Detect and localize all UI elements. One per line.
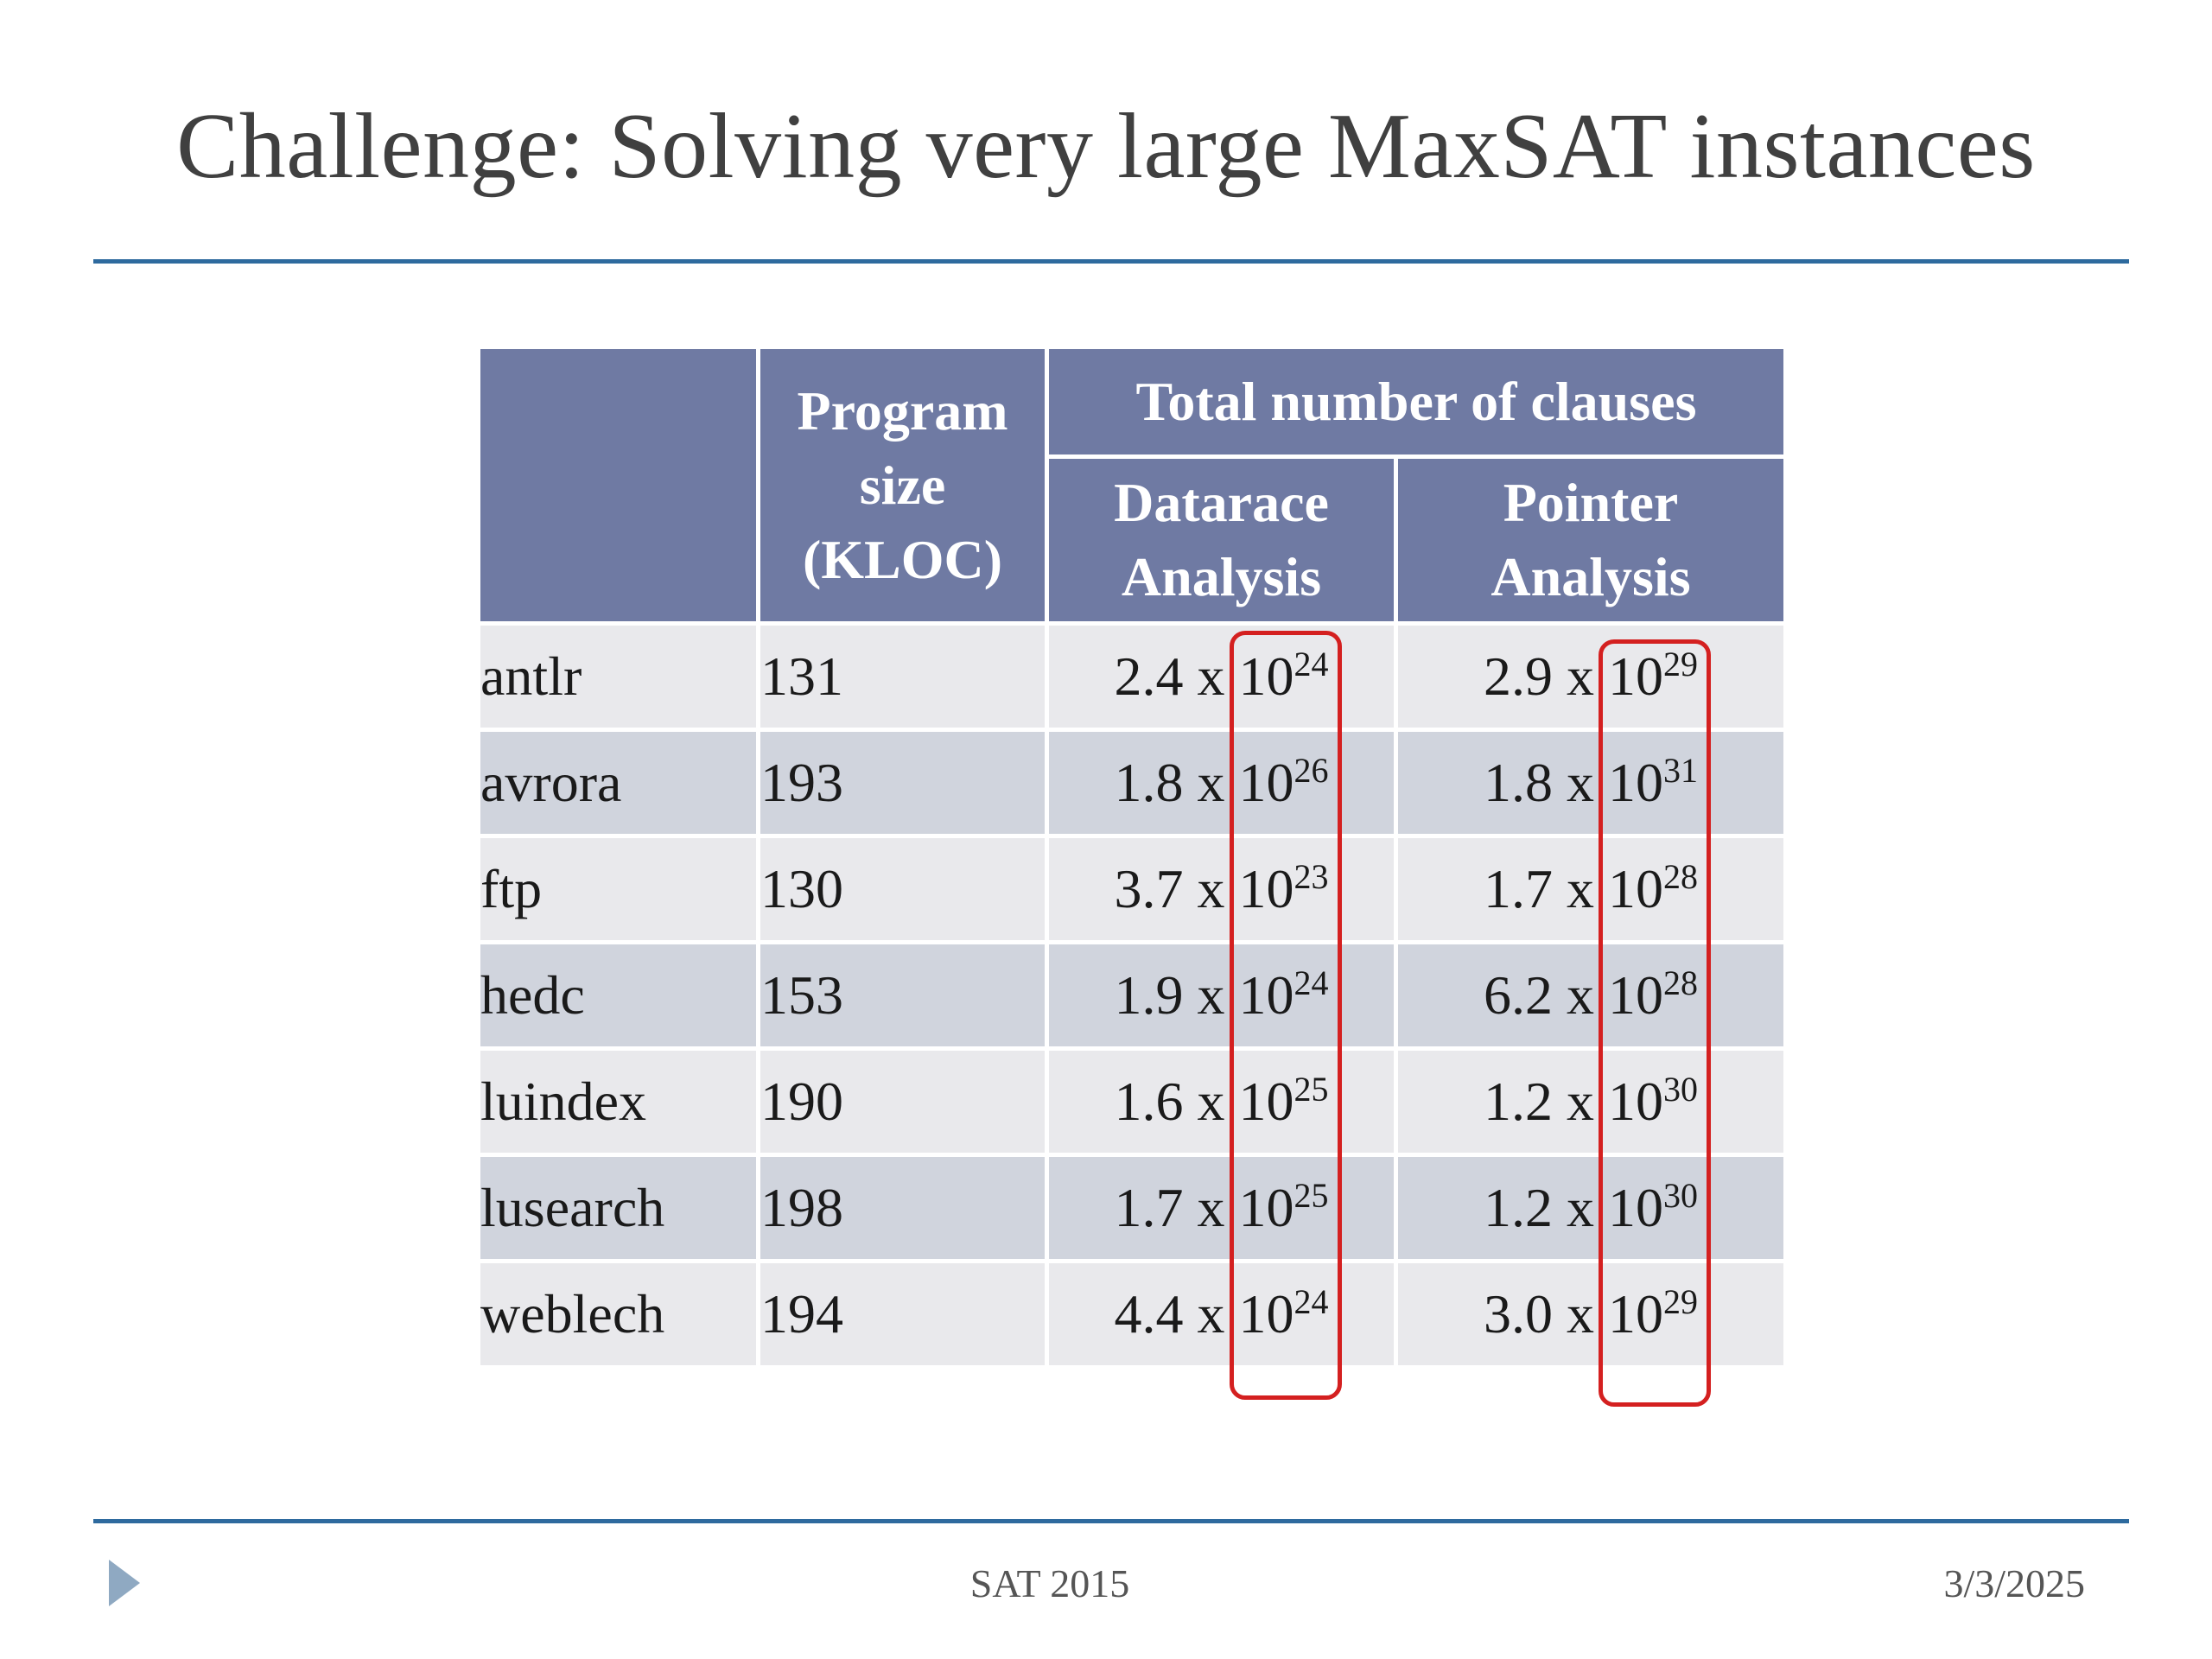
pointer-cell: 3.0 x 1029 bbox=[1394, 1259, 1788, 1370]
title-divider bbox=[93, 259, 2129, 264]
footer-date: 3/3/2025 bbox=[1943, 1561, 2085, 1605]
datarace-cell: 1.8 x 1026 bbox=[1045, 728, 1398, 838]
table-row: avrora 193 1.8 x 1026 1.8 x 1031 bbox=[476, 728, 1788, 838]
header-program-size: Program size (KLOC) bbox=[756, 345, 1049, 626]
pointer-cell: 1.8 x 1031 bbox=[1394, 728, 1788, 838]
header-row-1: Program size (KLOC) Total number of clau… bbox=[476, 345, 1788, 626]
program-name-cell: luindex bbox=[476, 1046, 760, 1157]
table-row: weblech 194 4.4 x 1024 3.0 x 1029 bbox=[476, 1259, 1788, 1370]
header-row-2: Datarace Analysis Pointer Analysis bbox=[479, 454, 1788, 626]
datarace-cell: 3.7 x 1023 bbox=[1045, 834, 1398, 944]
pointer-exponent: 30 bbox=[1663, 1176, 1698, 1215]
datarace-exponent: 26 bbox=[1294, 751, 1329, 790]
pointer-exponent: 29 bbox=[1663, 1282, 1698, 1321]
pointer-mantissa: 3.0 x 10 bbox=[1484, 1283, 1663, 1344]
pointer-cell: 6.2 x 1028 bbox=[1394, 940, 1788, 1051]
kloc-cell: 190 bbox=[756, 1046, 1049, 1157]
footer-conference: SAT 2015 bbox=[969, 1561, 1130, 1605]
pointer-cell: 1.2 x 1030 bbox=[1394, 1046, 1788, 1157]
datarace-mantissa: 1.9 x 10 bbox=[1114, 964, 1294, 1026]
slide-title: Challenge: Solving very large MaxSAT ins… bbox=[176, 95, 2036, 198]
program-name-cell: avrora bbox=[476, 728, 760, 838]
pointer-cell: 1.7 x 1028 bbox=[1394, 834, 1788, 944]
kloc-cell: 153 bbox=[756, 940, 1049, 1051]
header-total-clauses: Total number of clauses bbox=[1045, 345, 1788, 459]
program-name-cell: hedc bbox=[476, 940, 760, 1051]
datarace-mantissa: 1.8 x 10 bbox=[1114, 752, 1294, 813]
kloc-cell: 198 bbox=[756, 1153, 1049, 1263]
pointer-mantissa: 2.9 x 10 bbox=[1484, 645, 1663, 707]
clauses-table: Program size (KLOC) Total number of clau… bbox=[476, 345, 1788, 1370]
header-datarace: Datarace Analysis bbox=[1045, 454, 1398, 626]
program-name-cell: ftp bbox=[476, 834, 760, 944]
datarace-exponent: 24 bbox=[1294, 645, 1329, 683]
datarace-exponent: 24 bbox=[1294, 1282, 1329, 1321]
header-empty-cell bbox=[476, 345, 760, 626]
pointer-mantissa: 1.7 x 10 bbox=[1484, 858, 1663, 919]
datarace-mantissa: 2.4 x 10 bbox=[1114, 645, 1294, 707]
pointer-exponent: 29 bbox=[1663, 645, 1698, 683]
kloc-cell: 193 bbox=[756, 728, 1049, 838]
datarace-cell: 1.7 x 1025 bbox=[1045, 1153, 1398, 1263]
datarace-cell: 1.6 x 1025 bbox=[1045, 1046, 1398, 1157]
table-row: lusearch 198 1.7 x 1025 1.2 x 1030 bbox=[476, 1153, 1788, 1263]
pointer-mantissa: 1.2 x 10 bbox=[1484, 1071, 1663, 1132]
datarace-cell: 4.4 x 1024 bbox=[1045, 1259, 1398, 1370]
header-pointer: Pointer Analysis bbox=[1394, 454, 1788, 626]
pointer-exponent: 30 bbox=[1663, 1070, 1698, 1109]
datarace-cell: 2.4 x 1024 bbox=[1045, 621, 1398, 732]
datarace-exponent: 24 bbox=[1294, 963, 1329, 1002]
pointer-exponent: 28 bbox=[1663, 963, 1698, 1002]
datarace-cell: 1.9 x 1024 bbox=[1045, 940, 1398, 1051]
datarace-mantissa: 4.4 x 10 bbox=[1114, 1283, 1294, 1344]
program-name-cell: lusearch bbox=[476, 1153, 760, 1263]
pointer-mantissa: 1.2 x 10 bbox=[1484, 1177, 1663, 1238]
pointer-exponent: 31 bbox=[1663, 751, 1698, 790]
kloc-cell: 130 bbox=[756, 834, 1049, 944]
footer-divider bbox=[93, 1519, 2129, 1523]
datarace-mantissa: 1.6 x 10 bbox=[1114, 1071, 1294, 1132]
pointer-exponent: 28 bbox=[1663, 857, 1698, 896]
table-row: hedc 153 1.9 x 1024 6.2 x 1028 bbox=[476, 940, 1788, 1051]
pointer-cell: 2.9 x 1029 bbox=[1394, 621, 1788, 732]
datarace-exponent: 25 bbox=[1294, 1070, 1329, 1109]
pointer-mantissa: 1.8 x 10 bbox=[1484, 752, 1663, 813]
play-triangle-icon bbox=[109, 1560, 140, 1606]
datarace-exponent: 25 bbox=[1294, 1176, 1329, 1215]
program-name-cell: antlr bbox=[476, 621, 760, 732]
pointer-mantissa: 6.2 x 10 bbox=[1484, 964, 1663, 1026]
table-row: ftp 130 3.7 x 1023 1.7 x 1028 bbox=[476, 834, 1788, 944]
table-row: antlr 131 2.4 x 1024 2.9 x 1029 bbox=[476, 621, 1788, 732]
datarace-exponent: 23 bbox=[1294, 857, 1329, 896]
pointer-cell: 1.2 x 1030 bbox=[1394, 1153, 1788, 1263]
table-row: luindex 190 1.6 x 1025 1.2 x 1030 bbox=[476, 1046, 1788, 1157]
datarace-mantissa: 3.7 x 10 bbox=[1114, 858, 1294, 919]
kloc-cell: 194 bbox=[756, 1259, 1049, 1370]
datarace-mantissa: 1.7 x 10 bbox=[1114, 1177, 1294, 1238]
program-name-cell: weblech bbox=[476, 1259, 760, 1370]
kloc-cell: 131 bbox=[756, 621, 1049, 732]
